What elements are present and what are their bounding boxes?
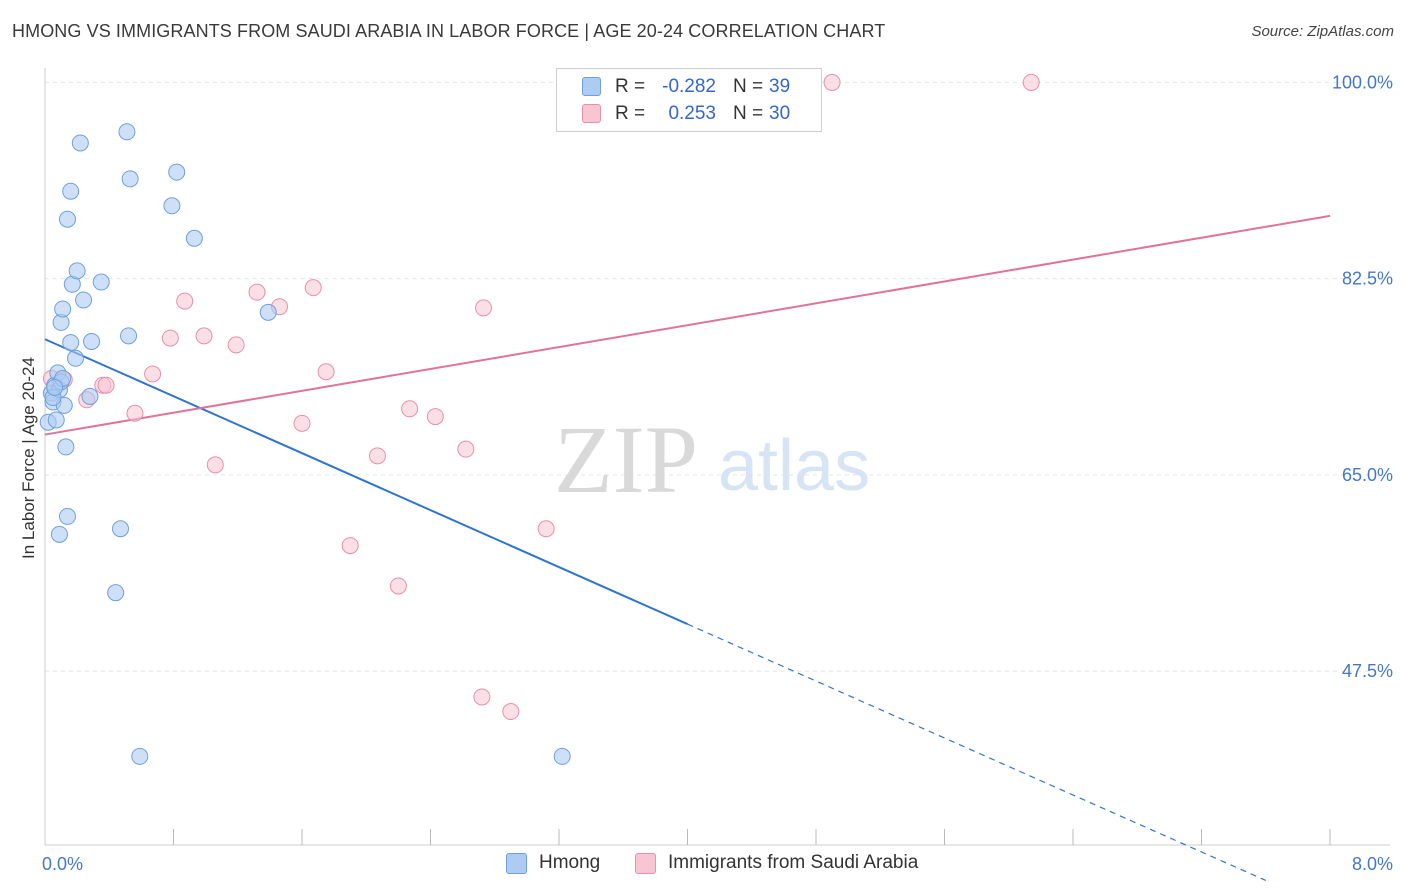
saudi-point xyxy=(248,283,266,301)
chart-title: HMONG VS IMMIGRANTS FROM SAUDI ARABIA IN… xyxy=(12,21,886,41)
hmong-swatch xyxy=(582,77,601,96)
legend-r-label: R = xyxy=(615,103,646,124)
gridlines xyxy=(45,81,1370,672)
saudi-trend-line xyxy=(44,214,1331,436)
legend-n-value: 39 xyxy=(769,76,791,97)
legend-row-saudi: R = 0.253 N = 30 xyxy=(557,102,821,128)
saudi-point xyxy=(317,363,335,381)
legend-r-value: -0.282 xyxy=(662,76,716,97)
saudi-point xyxy=(475,299,493,317)
hmong-point xyxy=(62,334,80,352)
x-tick-labels: 0.0% 8.0% xyxy=(42,854,1393,874)
hmong-point xyxy=(118,123,136,141)
hmong-point xyxy=(67,349,85,367)
saudi-point xyxy=(389,577,407,595)
hmong-point xyxy=(54,300,72,318)
legend-row-hmong: R = -0.282 N = 39 xyxy=(557,75,821,101)
hmong-point xyxy=(111,520,129,538)
saudi-point xyxy=(502,703,520,721)
hmong-point xyxy=(62,182,80,200)
y-axis-title: In Labor Force | Age 20-24 xyxy=(19,357,38,559)
hmong-trend-extension xyxy=(687,623,1266,881)
saudi-point xyxy=(1022,73,1040,91)
x-tick-label: 8.0% xyxy=(1352,854,1393,874)
hmong-point xyxy=(68,262,86,280)
hmong-point xyxy=(58,210,76,228)
y-tick-label: 47.5% xyxy=(1342,661,1393,681)
saudi-point xyxy=(457,440,475,458)
hmong-point xyxy=(163,197,181,215)
hmong-point xyxy=(185,229,203,247)
saudi-point xyxy=(195,327,213,345)
saudi-point xyxy=(537,520,555,538)
saudi-point xyxy=(473,688,491,706)
saudi-point xyxy=(97,376,115,394)
hmong-point xyxy=(57,438,75,456)
legend-r-label: R = xyxy=(615,76,646,97)
series-saudi-points xyxy=(42,73,1040,721)
hmong-point xyxy=(553,747,571,765)
hmong-point xyxy=(259,303,277,321)
hmong-trend-line xyxy=(44,338,688,625)
legend-r-value: 0.253 xyxy=(668,103,716,124)
legend-n-label: N = xyxy=(733,76,764,97)
watermark-zip: ZIP xyxy=(554,406,698,513)
hmong-point xyxy=(81,387,99,405)
y-tick-label: 100.0% xyxy=(1332,72,1393,92)
saudi-point xyxy=(144,365,162,383)
watermark-atlas: atlas xyxy=(718,426,870,506)
stats-legend: R = -0.282 N = 39 R = 0.253 N = 30 xyxy=(556,68,822,132)
series-legend: Hmong Immigrants from Saudi Arabia xyxy=(0,852,1406,878)
saudi-point xyxy=(341,537,359,555)
hmong-point xyxy=(46,378,64,396)
hmong-point xyxy=(120,327,138,345)
saudi-swatch xyxy=(582,104,601,123)
series-hmong-points xyxy=(39,123,571,765)
hmong-point xyxy=(71,134,89,152)
saudi-point xyxy=(401,400,419,418)
y-tick-labels: 100.0% 82.5% 65.0% 47.5% xyxy=(1332,72,1393,681)
legend-label: Immigrants from Saudi Arabia xyxy=(668,852,919,873)
saudi-point xyxy=(368,447,386,465)
trend-lines xyxy=(44,214,1331,881)
saudi-point xyxy=(176,292,194,310)
legend-n-label: N = xyxy=(733,103,764,124)
hmong-point xyxy=(75,291,93,309)
y-tick-label: 65.0% xyxy=(1342,465,1393,485)
source-label: Source: ZipAtlas.com xyxy=(1251,23,1394,40)
hmong-point xyxy=(47,411,65,429)
legend-label: Hmong xyxy=(539,852,601,873)
hmong-point xyxy=(92,273,110,291)
saudi-point xyxy=(126,404,144,422)
hmong-swatch xyxy=(506,853,527,874)
hmong-point xyxy=(83,332,101,350)
legend-n-value: 30 xyxy=(769,103,791,124)
hmong-point xyxy=(168,163,186,181)
x-tick-label: 0.0% xyxy=(42,854,83,874)
axes xyxy=(44,68,1390,846)
saudi-point xyxy=(227,336,245,354)
hmong-point xyxy=(131,747,149,765)
saudi-point xyxy=(206,456,224,474)
saudi-point xyxy=(823,73,841,91)
saudi-swatch xyxy=(635,853,656,874)
hmong-point xyxy=(107,584,125,602)
saudi-point xyxy=(161,329,179,347)
saudi-point xyxy=(304,279,322,297)
saudi-point xyxy=(293,414,311,432)
watermark: ZIP atlas xyxy=(554,406,870,513)
y-tick-label: 82.5% xyxy=(1342,269,1393,289)
hmong-point xyxy=(58,507,76,525)
saudi-point xyxy=(426,408,444,426)
hmong-point xyxy=(50,525,68,543)
hmong-point xyxy=(121,170,139,188)
